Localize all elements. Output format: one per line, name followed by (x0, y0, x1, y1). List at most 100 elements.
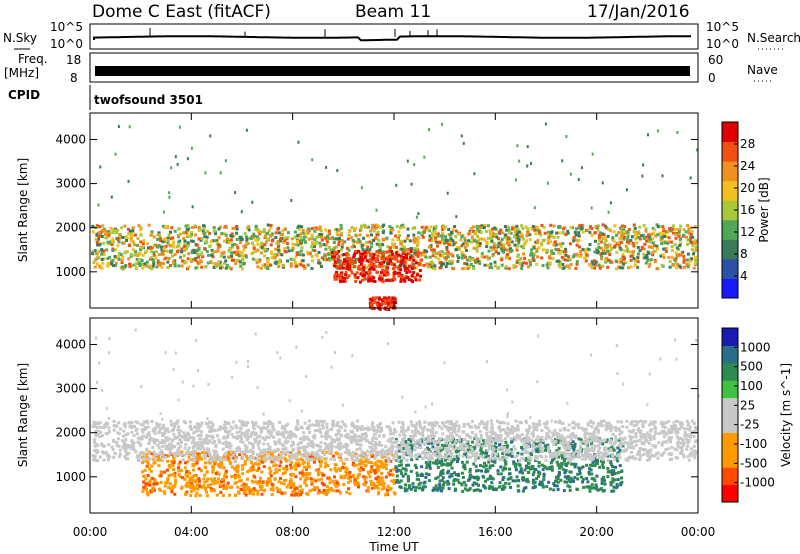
heatmap-cell (134, 266, 138, 270)
heatmap-cell (246, 457, 250, 461)
heatmap-cell (564, 469, 568, 472)
heatmap-cell (624, 244, 628, 248)
heatmap-cell (440, 458, 443, 461)
heatmap-cell (239, 241, 242, 244)
heatmap-cell (502, 246, 506, 250)
heatmap-cell (146, 457, 150, 461)
heatmap-cell (515, 248, 519, 252)
heatmap-cell (242, 491, 246, 495)
heatmap-cell (317, 478, 320, 482)
heatmap-cell (136, 243, 140, 247)
heatmap-cell (573, 445, 577, 449)
heatmap-cell (339, 233, 343, 237)
heatmap-cell (517, 479, 521, 483)
heatmap-cell (165, 468, 169, 472)
heatmap-cell (118, 233, 122, 236)
heatmap-cell (577, 238, 581, 242)
heatmap-cell (344, 470, 348, 474)
heatmap-cell (417, 236, 420, 240)
heatmap-cell (232, 234, 236, 238)
heatmap-cell (406, 257, 410, 261)
heatmap-cell (688, 259, 692, 263)
heatmap-cell (382, 229, 386, 233)
heatmap-cell (334, 469, 338, 473)
heatmap-cell (260, 246, 264, 250)
heatmap-cell (341, 465, 345, 469)
heatmap-cell (601, 251, 604, 255)
heatmap-cell (146, 462, 150, 466)
heatmap-cell (636, 260, 640, 264)
heatmap-cell (356, 476, 360, 480)
heatmap-cell (593, 231, 597, 235)
heatmap-cell (372, 262, 376, 266)
heatmap-cell (647, 133, 649, 137)
heatmap-cell (176, 162, 179, 166)
heatmap-cell (591, 464, 594, 468)
heatmap-cell (415, 244, 419, 247)
heatmap-cell (519, 257, 523, 261)
heatmap-cell (584, 443, 588, 447)
heatmap-cell (605, 426, 609, 430)
heatmap-cell (460, 251, 464, 254)
heatmap-cell (620, 224, 624, 228)
heatmap-cell (514, 230, 518, 234)
heatmap-cell (198, 253, 202, 257)
heatmap-cell (257, 446, 261, 450)
heatmap-cell (602, 488, 606, 492)
heatmap-cell (520, 267, 524, 270)
heatmap-cell (392, 271, 396, 275)
heatmap-cell (358, 469, 362, 473)
heatmap-cell (197, 479, 201, 483)
heatmap-cell (480, 252, 484, 256)
heatmap-cell (263, 453, 267, 457)
heatmap-cell (217, 236, 221, 240)
heatmap-cell (201, 451, 205, 454)
heatmap-cell (333, 277, 337, 281)
heatmap-cell (186, 241, 190, 245)
heatmap-cell (634, 264, 638, 268)
heatmap-cell (572, 451, 576, 455)
freq-label-1: Freq. (18, 52, 48, 66)
heatmap-cell (289, 480, 293, 484)
heatmap-cell (290, 466, 294, 470)
heatmap-cell (364, 252, 368, 256)
heatmap-cell (403, 279, 407, 283)
heatmap-cell (382, 273, 386, 277)
heatmap-cell (183, 446, 187, 450)
heatmap-cell (444, 420, 448, 424)
heatmap-cell (434, 233, 438, 237)
heatmap-cell (353, 252, 357, 256)
heatmap-cell (370, 424, 374, 428)
heatmap-cell (445, 262, 449, 265)
heatmap-cell (389, 246, 392, 250)
heatmap-cell (493, 458, 497, 462)
heatmap-cell (469, 455, 473, 459)
heatmap-cell (411, 262, 415, 266)
heatmap-cell (180, 259, 184, 263)
heatmap-cell (272, 471, 276, 475)
heatmap-cell (336, 489, 339, 493)
heatmap-cell (392, 273, 396, 277)
heatmap-cell (399, 254, 403, 258)
heatmap-cell (561, 467, 565, 471)
heatmap-cell (589, 468, 593, 472)
heatmap-cell (222, 239, 226, 243)
heatmap-cell (465, 460, 469, 464)
heatmap-cell (414, 485, 418, 489)
heatmap-cell (245, 483, 248, 487)
heatmap-cell (476, 257, 480, 261)
heatmap-cell (569, 172, 572, 176)
heatmap-cell (205, 434, 209, 438)
heatmap-cell (504, 225, 507, 229)
heatmap-cell (346, 256, 350, 260)
heatmap-cell (534, 240, 538, 244)
heatmap-cell (163, 225, 167, 229)
heatmap-cell (423, 155, 426, 159)
heatmap-cell (270, 256, 274, 260)
power-y-label: Slant Range [km] (16, 158, 30, 262)
heatmap-cell (679, 252, 683, 256)
heatmap-cell (579, 444, 582, 448)
heatmap-cell (312, 226, 316, 230)
heatmap-cell (612, 448, 616, 452)
heatmap-cell (653, 454, 657, 458)
